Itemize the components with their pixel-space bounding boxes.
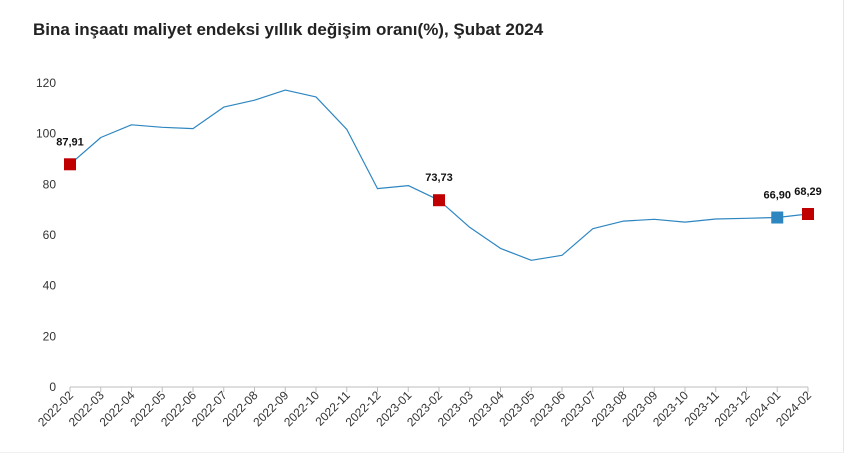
- data-markers: 87,91 73,73 66,90 68,29: [56, 136, 822, 224]
- y-tick-label: 120: [36, 76, 56, 90]
- y-tick-label: 40: [43, 279, 57, 293]
- data-label: 68,29: [794, 186, 822, 198]
- data-label: 73,73: [425, 172, 453, 184]
- x-axis: 2022-022022-032022-042022-052022-062022-…: [35, 386, 814, 429]
- data-label: 87,91: [56, 136, 84, 148]
- data-label: 66,90: [763, 190, 791, 202]
- y-tick-label: 100: [36, 127, 56, 141]
- data-marker: [771, 211, 784, 224]
- y-axis: 0 20 40 60 80 100 120: [36, 76, 56, 394]
- y-tick-label: 60: [43, 228, 57, 242]
- data-marker: [802, 207, 814, 220]
- data-marker: [64, 158, 76, 171]
- y-tick-label: 80: [43, 177, 57, 191]
- data-marker: [433, 194, 445, 207]
- chart-title: Bina inşaatı maliyet endeksi yıllık deği…: [33, 20, 544, 39]
- y-tick-label: 20: [43, 329, 57, 343]
- y-tick-label: 0: [49, 380, 56, 394]
